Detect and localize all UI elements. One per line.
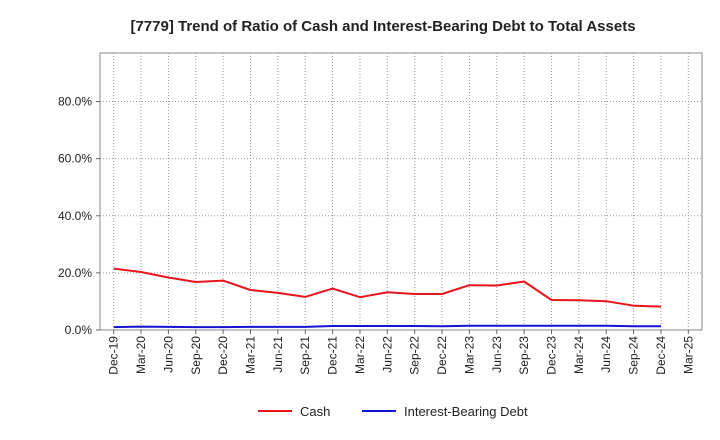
legend-label: Cash <box>300 404 330 419</box>
x-tick-label: Jun-23 <box>490 336 504 373</box>
x-tick-label: Jun-20 <box>161 336 175 373</box>
series-line-cash <box>113 267 662 308</box>
x-tick-label: Mar-20 <box>134 336 148 374</box>
series-line-interest-bearing-debt <box>113 324 661 329</box>
y-tick-label: 0.0% <box>65 323 93 337</box>
chart-title: [7779] Trend of Ratio of Cash and Intere… <box>130 18 635 35</box>
grid <box>100 53 702 331</box>
x-tick-label: Jun-24 <box>599 336 613 373</box>
y-axis: 0.0% 20.0% 40.0% 60.0% 80.0% <box>58 95 100 337</box>
x-tick-label: Mar-23 <box>462 336 476 374</box>
x-tick-label: Sep-23 <box>517 336 531 375</box>
x-tick-label: Dec-19 <box>107 336 121 375</box>
x-tick-label: Sep-22 <box>408 336 422 375</box>
legend-label: Interest-Bearing Debt <box>404 404 528 419</box>
x-tick-label: Sep-21 <box>298 336 312 375</box>
legend: Cash Interest-Bearing Debt <box>258 404 528 419</box>
y-tick-label: 80.0% <box>58 95 92 109</box>
x-tick-label: Mar-22 <box>353 336 367 374</box>
x-tick-label: Mar-24 <box>572 336 586 374</box>
x-tick-label: Dec-22 <box>435 336 449 375</box>
x-axis: Dec-19 Mar-20 Jun-20 Sep-20 Dec-20 Mar-21 Jun-… <box>107 330 695 375</box>
x-tick-label: Jun-21 <box>271 336 285 373</box>
x-tick-label: Dec-20 <box>216 336 230 375</box>
x-tick-label: Mar-25 <box>681 336 695 374</box>
y-tick-label: 40.0% <box>58 209 92 223</box>
x-tick-label: Jun-22 <box>380 336 394 373</box>
x-tick-label: Dec-21 <box>326 336 340 375</box>
y-tick-label: 60.0% <box>58 152 92 166</box>
y-tick-label: 20.0% <box>58 266 92 280</box>
x-tick-label: Sep-24 <box>627 336 641 375</box>
plot-area <box>99 52 703 331</box>
x-tick-label: Dec-24 <box>654 336 668 375</box>
series-group <box>113 267 662 329</box>
x-tick-label: Sep-20 <box>189 336 203 375</box>
x-tick-label: Dec-23 <box>545 336 559 375</box>
x-tick-label: Mar-21 <box>244 336 258 374</box>
